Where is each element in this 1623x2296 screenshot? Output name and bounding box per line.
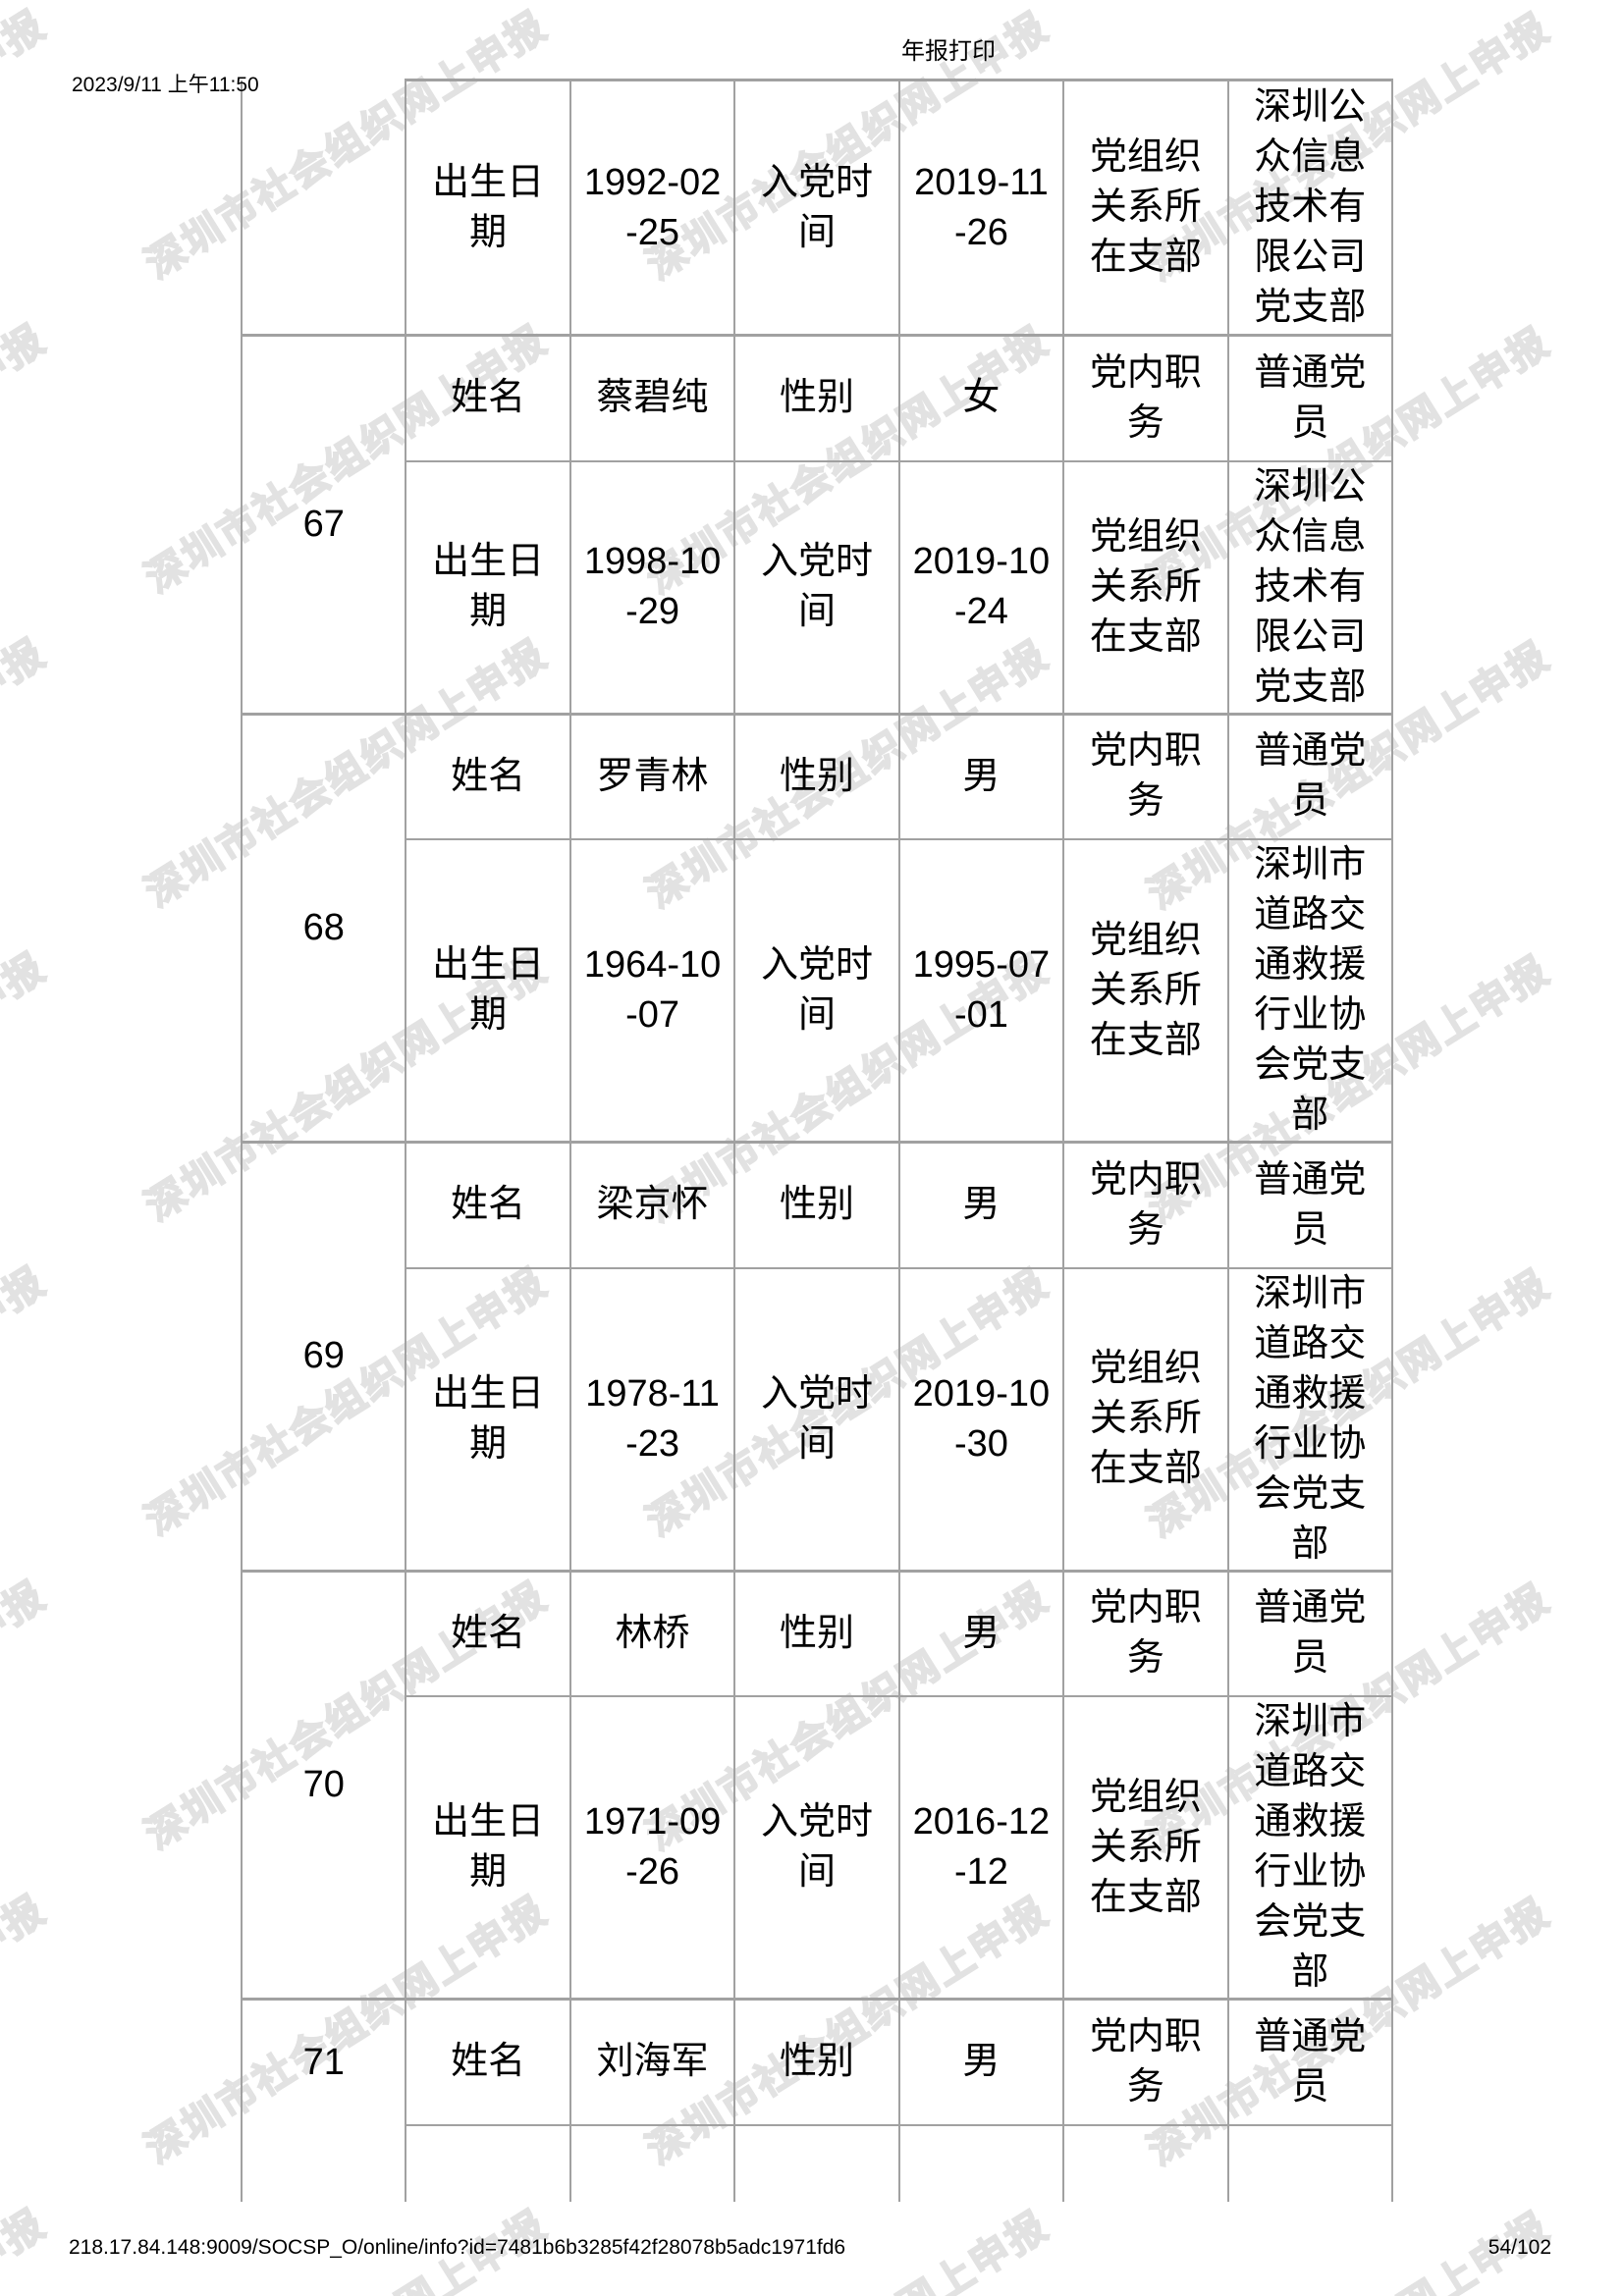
party-position-value: 普通党员 [1226,1569,1394,1697]
row-number-cell: 67 [240,334,407,715]
gender-label: 性别 [733,712,900,840]
party-position-label: 党内职务 [1062,712,1229,840]
print-title: 年报打印 [901,38,996,65]
join-date-label: 入党时间 [733,459,900,715]
row-number-cell [240,80,407,337]
row-number-cell: 71 [240,1998,407,2125]
party-position-label: 党内职务 [1062,1569,1229,1697]
name-value: 罗青林 [568,712,736,840]
join-date-value: 2019-10-30 [897,1266,1065,1572]
gender-value: 男 [897,712,1065,840]
party-position-label: 党内职务 [1062,334,1229,462]
table-row: 67 姓名 蔡碧纯 性别 女 党内职务 普通党员 出生日期 1998-10-29… [240,334,1394,715]
party-position-value: 普通党员 [1226,712,1394,840]
branch-label: 党组织关系所在支部 [1062,1695,1229,2001]
name-label: 姓名 [405,1141,571,1269]
row-number-cell [240,2124,407,2202]
empty-cell [733,2123,900,2202]
party-position-value: 普通党员 [1226,1998,1394,2126]
birth-date-label: 出生日期 [405,838,571,1144]
name-value: 林桥 [568,1569,736,1697]
name-value: 刘海军 [568,1998,736,2126]
join-date-value: 2019-11-26 [897,79,1065,337]
gender-label: 性别 [733,334,900,462]
branch-value: 深圳市道路交通救援行业协会党支部 [1226,838,1394,1144]
name-value: 蔡碧纯 [568,334,736,462]
table-row-continued: 出生日期 1992-02-25 入党时间 2019-11-26 党组织关系所在支… [240,79,1394,337]
party-position-label: 党内职务 [1062,1998,1229,2126]
gender-label: 性别 [733,1141,900,1269]
join-date-value: 2019-10-24 [897,459,1065,715]
print-url: 218.17.84.148:9009/SOCSP_O/online/info?i… [69,2236,846,2259]
gender-label: 性别 [733,1998,900,2126]
table-row: 71 姓名 刘海军 性别 男 党内职务 普通党员 [240,1998,1394,2202]
birth-date-value: 1992-02-25 [568,79,736,337]
name-label: 姓名 [405,334,571,462]
row-number-cell: 69 [240,1141,407,1572]
branch-label: 党组织关系所在支部 [1062,838,1229,1144]
branch-value: 深圳公众信息技术有限公司党支部 [1226,459,1394,715]
empty-cell [1226,2123,1394,2202]
birth-date-value: 1964-10-07 [568,838,736,1144]
empty-cell [568,2123,736,2202]
join-date-label: 入党时间 [733,838,900,1144]
birth-date-label: 出生日期 [405,79,571,337]
birth-date-label: 出生日期 [405,1266,571,1572]
row-number-cell: 68 [240,712,407,1144]
party-position-value: 普通党员 [1226,1141,1394,1269]
branch-value: 深圳市道路交通救援行业协会党支部 [1226,1695,1394,2001]
birth-date-label: 出生日期 [405,459,571,715]
branch-label: 党组织关系所在支部 [1062,459,1229,715]
gender-value: 女 [897,334,1065,462]
join-date-value: 2016-12-12 [897,1695,1065,2001]
branch-value: 深圳市道路交通救援行业协会党支部 [1226,1266,1394,1572]
empty-cell [405,2123,571,2202]
join-date-label: 入党时间 [733,1266,900,1572]
birth-date-value: 1978-11-23 [568,1266,736,1572]
party-position-label: 党内职务 [1062,1141,1229,1269]
name-value: 梁京怀 [568,1141,736,1269]
join-date-label: 入党时间 [733,79,900,337]
table-row: 68 姓名 罗青林 性别 男 党内职务 普通党员 出生日期 1964-10-07… [240,712,1394,1144]
gender-label: 性别 [733,1569,900,1697]
branch-label: 党组织关系所在支部 [1062,79,1229,337]
table-row: 69 姓名 梁京怀 性别 男 党内职务 普通党员 出生日期 1978-11-23… [240,1141,1394,1572]
birth-date-label: 出生日期 [405,1695,571,2001]
birth-date-value: 1971-09-26 [568,1695,736,2001]
print-datetime: 2023/9/11 上午11:50 [72,74,259,96]
empty-cell [1062,2123,1229,2202]
table-row: 70 姓名 林桥 性别 男 党内职务 普通党员 出生日期 1971-09-26 … [240,1569,1394,2001]
gender-value: 男 [897,1569,1065,1697]
gender-value: 男 [897,1998,1065,2126]
row-number-cell: 70 [240,1569,407,2001]
empty-cell [897,2123,1065,2202]
birth-date-value: 1998-10-29 [568,459,736,715]
join-date-value: 1995-07-01 [897,838,1065,1144]
name-label: 姓名 [405,1998,571,2126]
name-label: 姓名 [405,1569,571,1697]
page-number: 54/102 [1488,2236,1551,2259]
gender-value: 男 [897,1141,1065,1269]
name-label: 姓名 [405,712,571,840]
party-position-value: 普通党员 [1226,334,1394,462]
join-date-label: 入党时间 [733,1695,900,2001]
branch-value: 深圳公众信息技术有限公司党支部 [1226,79,1394,337]
branch-label: 党组织关系所在支部 [1062,1266,1229,1572]
members-table: 出生日期 1992-02-25 入党时间 2019-11-26 党组织关系所在支… [240,79,1394,2202]
